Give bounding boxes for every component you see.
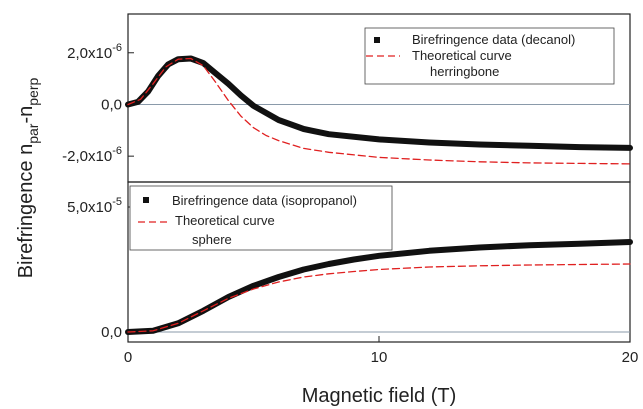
top-legend-data-marker xyxy=(374,37,380,43)
top-legend-theory-label: Theoretical curve xyxy=(412,48,512,63)
panel-top-plot: 2,0x10-60,0-2,0x10-6 xyxy=(62,42,633,165)
y-axis-label-main: Birefringence n xyxy=(15,144,37,279)
top-legend: Birefringence data (decanol) Theoretical… xyxy=(364,27,615,85)
xtick-label: 0 xyxy=(124,349,132,366)
xtick-label: 20 xyxy=(622,349,639,366)
ytick-mantissa: -2,0x10 xyxy=(62,148,112,165)
panel-bottom-series-theory-line xyxy=(127,263,631,333)
panel-bottom-series-data-line xyxy=(125,239,633,335)
y-axis-label-sub2: perp xyxy=(25,78,41,106)
ytick-exponent: -6 xyxy=(112,42,122,54)
bottom-legend-data-label: Birefringence data (isopropanol) xyxy=(172,193,357,208)
top-legend-theory-label-2: herringbone xyxy=(430,64,499,79)
y-axis-label-dash: -n xyxy=(15,106,37,124)
x-axis-label: Magnetic field (T) xyxy=(302,385,457,407)
panel-top-ytick-label: 2,0x10-6 xyxy=(67,42,122,62)
bottom-legend-box xyxy=(129,185,393,251)
bottom-legend-data-marker xyxy=(143,197,149,203)
y-axis-label-sub1: par xyxy=(25,123,41,144)
panel-bottom-ytick-label: 5,0x10-5 xyxy=(67,196,122,216)
ytick-mantissa: 5,0x10 xyxy=(67,199,112,216)
y-axis-label: Birefringence npar-nperp xyxy=(15,78,41,279)
ytick-mantissa: 2,0x10 xyxy=(67,45,112,62)
ytick-exponent: -6 xyxy=(112,145,122,157)
panel-top-ytick-label: 0,0 xyxy=(101,96,122,113)
bottom-legend-theory-label: Theoretical curve xyxy=(175,213,275,228)
top-legend-data-label: Birefringence data (decanol) xyxy=(412,32,575,47)
ytick-mantissa: 0,0 xyxy=(101,324,122,341)
panel-top-ytick-label: -2,0x10-6 xyxy=(62,145,122,165)
top-legend-box xyxy=(364,27,615,85)
bottom-legend-theory-label-2: sphere xyxy=(192,232,232,247)
ytick-mantissa: 0,0 xyxy=(101,96,122,113)
xtick-label: 10 xyxy=(371,349,388,366)
panel-top-series-theory-line xyxy=(127,57,631,165)
bottom-legend: Birefringence data (isopropanol) Theoret… xyxy=(129,185,393,251)
panel-bottom-plot: 5,0x10-5 0,00 10 20 xyxy=(67,196,638,366)
panel-bottom-ytick-label: 0,0 xyxy=(101,324,122,341)
ytick-exponent: -5 xyxy=(112,196,122,208)
